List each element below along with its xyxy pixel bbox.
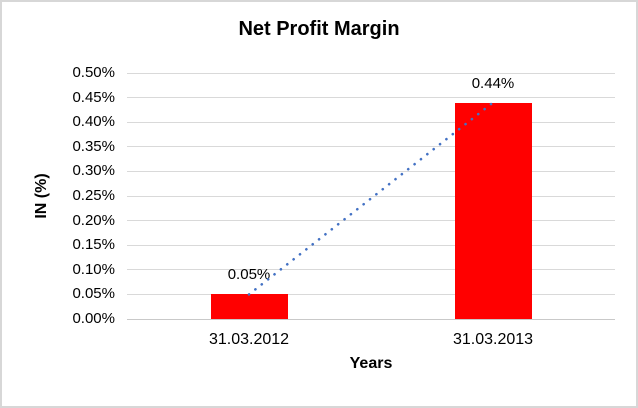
gridline — [127, 170, 615, 172]
y-tick-label: 0.35% — [72, 137, 115, 155]
gridline — [127, 269, 615, 271]
y-tick-label: 0.05% — [72, 285, 115, 303]
gridline — [127, 72, 615, 74]
gridline — [127, 244, 615, 246]
gridline — [127, 146, 615, 148]
x-tick-label: 31.03.2012 — [208, 331, 290, 348]
y-tick-label: 0.50% — [72, 64, 115, 81]
gridline — [127, 220, 615, 222]
gridline — [127, 293, 615, 295]
x-axis-title: Years — [349, 355, 393, 372]
bar-31.03.2013 — [454, 102, 532, 319]
y-tick-label: 0.30% — [72, 162, 115, 180]
y-tick-label: 0.00% — [72, 310, 115, 327]
y-tick-label: 0.40% — [72, 113, 115, 131]
y-tick-label: 0.45% — [72, 88, 115, 106]
plot-area — [127, 72, 615, 320]
x-axis-line — [127, 318, 615, 320]
y-tick-label: 0.10% — [72, 260, 115, 278]
y-tick-label: 0.20% — [72, 211, 115, 229]
x-tick-label: 31.03.2013 — [452, 331, 534, 348]
gridline — [127, 97, 615, 99]
gridline — [127, 195, 615, 197]
trendline — [247, 101, 495, 296]
bar-31.03.2012 — [210, 294, 288, 319]
data-label: 0.44% — [471, 74, 515, 92]
chart-title: Net Profit Margin — [238, 18, 400, 40]
data-label: 0.05% — [227, 266, 271, 284]
gridline — [127, 121, 615, 123]
y-tick-label: 0.15% — [72, 236, 115, 254]
y-tick-label: 0.25% — [72, 187, 115, 204]
